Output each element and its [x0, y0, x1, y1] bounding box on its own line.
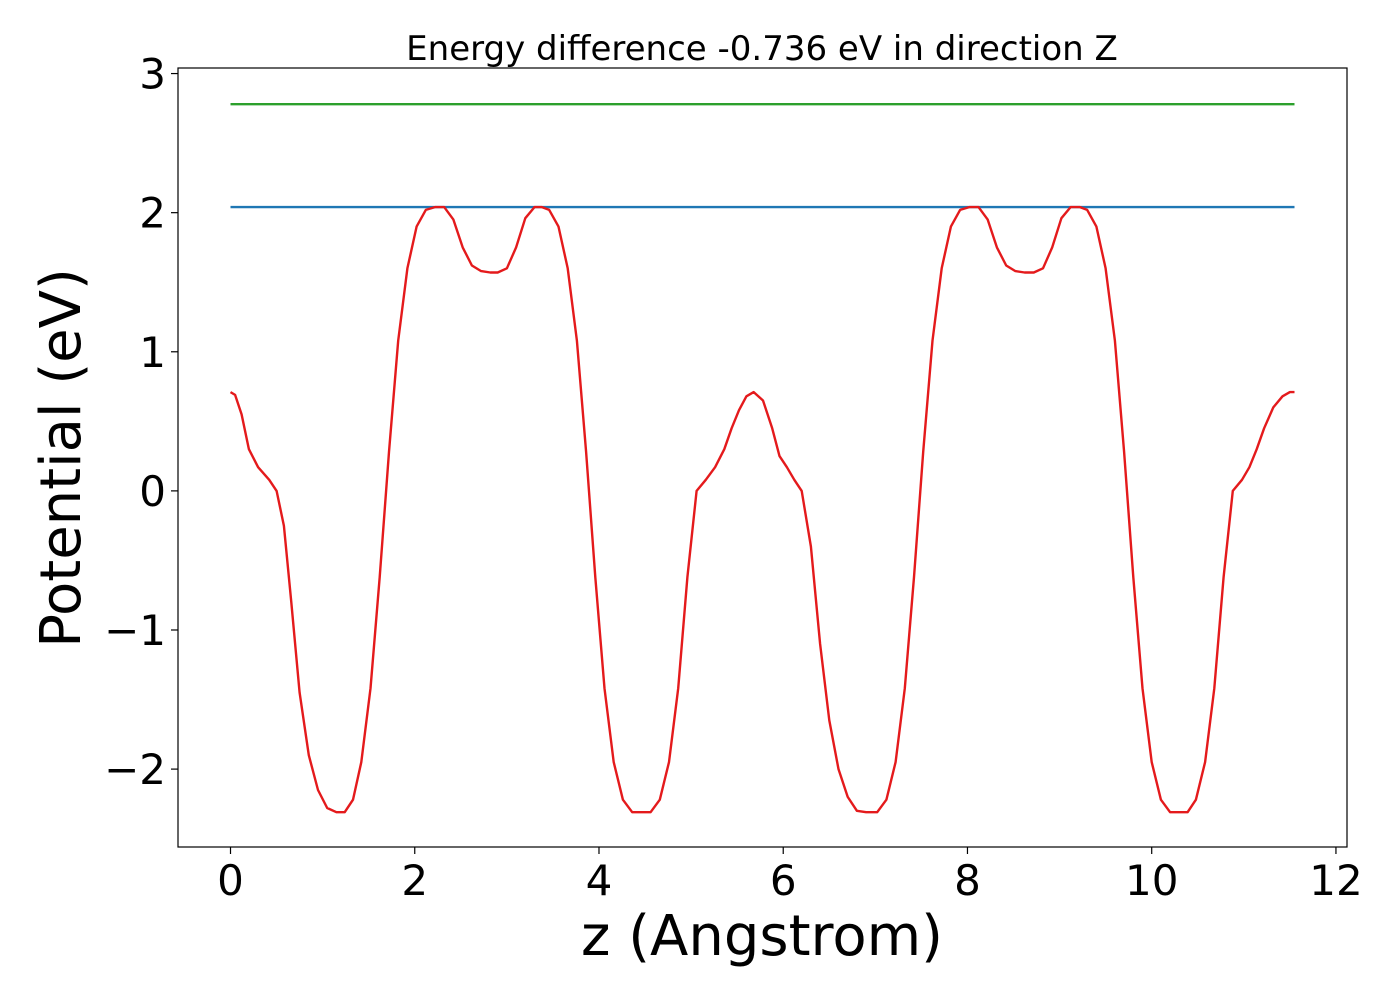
y-tick-label: 3 — [139, 50, 166, 99]
x-tick-label: 2 — [401, 856, 428, 905]
x-tick-label: 4 — [586, 856, 613, 905]
x-tick-label: 0 — [217, 856, 244, 905]
y-axis-ticks: −2 −1 0 1 2 3 — [104, 50, 178, 794]
y-tick-label: −1 — [104, 606, 166, 655]
series-layer — [229, 102, 1295, 814]
y-axis-label: Potential (eV) — [29, 268, 94, 648]
series-line-2 — [229, 205, 1295, 814]
x-tick-label: 8 — [954, 856, 981, 905]
chart-title: Energy difference -0.736 eV in direction… — [406, 29, 1118, 69]
x-axis-ticks: 0 2 4 6 8 10 12 — [217, 847, 1363, 905]
plot-area-frame — [177, 67, 1348, 848]
y-tick-label: 2 — [139, 189, 166, 238]
x-tick-label: 10 — [1125, 856, 1178, 905]
x-tick-label: 12 — [1309, 856, 1362, 905]
x-axis-label: z (Angstrom) — [581, 904, 943, 969]
y-tick-label: 0 — [139, 467, 166, 516]
x-tick-label: 6 — [770, 856, 797, 905]
y-tick-label: −2 — [104, 745, 166, 794]
y-tick-label: 1 — [139, 328, 166, 377]
